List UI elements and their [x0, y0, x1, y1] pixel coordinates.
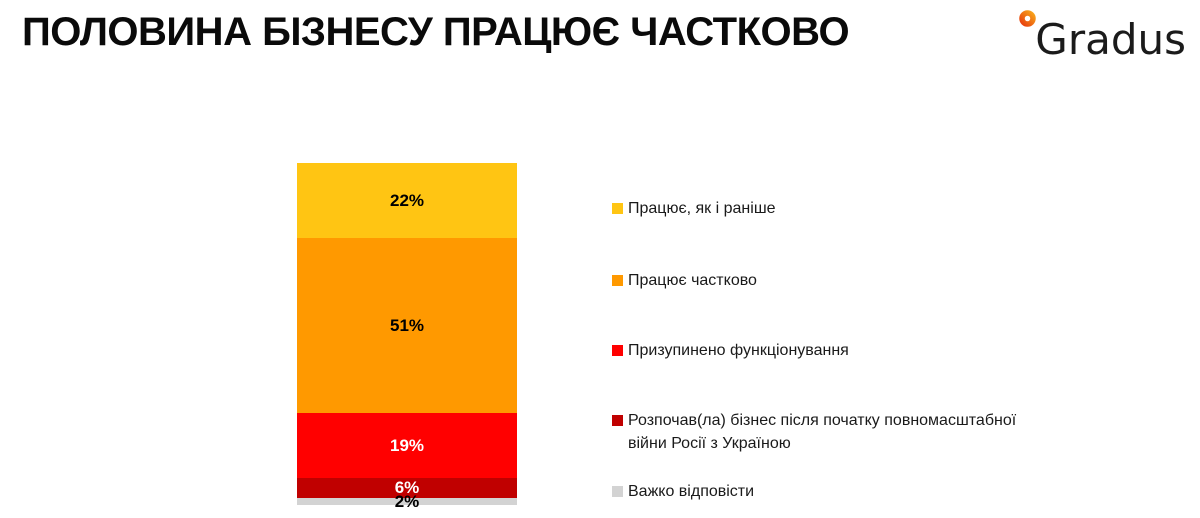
bar-segment-value-label: 51%	[389, 315, 425, 335]
page-title: ПОЛОВИНА БІЗНЕСУ ПРАЦЮЄ ЧАСТКОВО	[22, 10, 850, 54]
gradus-logo-text: Gradus	[1035, 15, 1186, 64]
legend-item: Працює частково	[612, 269, 757, 292]
bar-segment-1: 22%	[297, 163, 517, 239]
bar-segment-value-label: 19%	[389, 435, 425, 455]
bar-segment-3: 19%	[297, 412, 517, 478]
bar-segment-value-label: 6%	[394, 478, 420, 498]
bar-segment-4: 6%	[297, 477, 517, 499]
bar-segment-value-label: 2%	[394, 492, 420, 512]
bar-segment-2: 51%	[297, 238, 517, 413]
legend-item: Розпочав(ла) бізнес після початку повном…	[612, 409, 1028, 455]
legend-item: Призупинено функціонування	[612, 339, 849, 362]
legend-label: Працює, як і раніше	[628, 200, 776, 217]
gradus-logo: Gradus	[1019, 6, 1186, 61]
legend-label: Розпочав(ла) бізнес після початку повном…	[628, 412, 1017, 452]
legend-item: Працює, як і раніше	[612, 197, 776, 220]
stacked-bar: 22% 51% 19% 6% 2%	[297, 163, 517, 510]
legend-label: Працює частково	[628, 272, 757, 289]
bar-segment-5: 2%	[297, 493, 517, 510]
chart-legend: Працює, як і раніше Працює частково Призуп…	[612, 0, 1042, 518]
legend-item: Важко відповісти	[612, 480, 754, 503]
legend-swatch-icon	[612, 275, 623, 286]
legend-swatch-icon	[612, 486, 623, 497]
bar-segment-value-label: 22%	[389, 191, 425, 211]
legend-swatch-icon	[612, 345, 623, 356]
legend-swatch-icon	[612, 415, 623, 426]
gradus-logo-dot-icon	[1019, 10, 1037, 27]
legend-label: Важко відповісти	[628, 483, 755, 500]
legend-label: Призупинено функціонування	[628, 342, 849, 359]
legend-swatch-icon	[612, 203, 623, 214]
